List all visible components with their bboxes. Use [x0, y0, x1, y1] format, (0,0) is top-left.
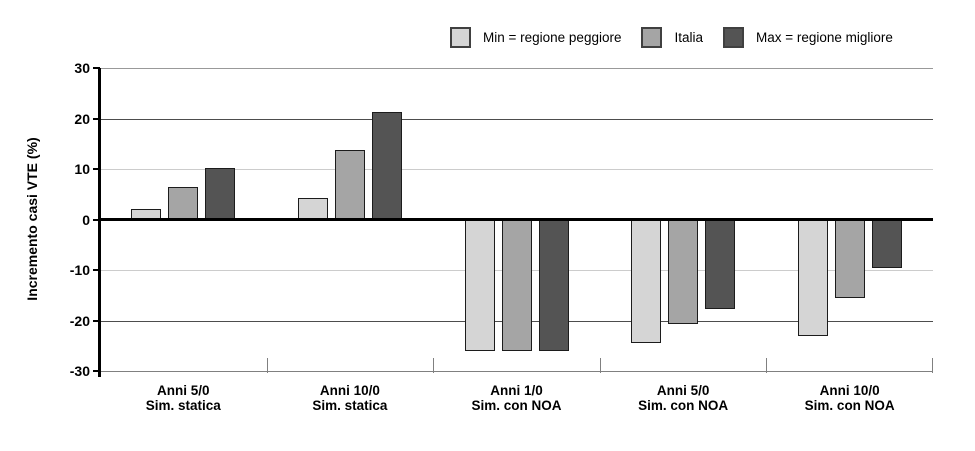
y-tick-mark	[93, 67, 100, 69]
category-tick	[932, 358, 933, 373]
y-tick-mark	[93, 370, 100, 372]
chart-legend: Min = regione peggiore Italia Max = region…	[450, 27, 893, 48]
zero-gridline	[100, 218, 933, 221]
x-category-label: Anni 10/0 Sim. statica	[267, 383, 434, 413]
bar-italia-cat5	[834, 219, 865, 298]
legend-item-min: Min = regione peggiore	[450, 27, 621, 48]
x-category-label: Anni 5/0 Sim. con NOA	[600, 383, 767, 413]
legend-swatch-icon	[723, 27, 744, 48]
y-axis-line	[98, 68, 101, 377]
category-tick	[599, 358, 601, 373]
bar-max-cat2	[371, 111, 402, 220]
y-tick-label: -10	[69, 262, 90, 278]
x-label-line1: Anni 10/0	[319, 383, 380, 398]
category-tick	[266, 358, 268, 373]
category-tick	[433, 358, 435, 373]
x-label-line2: Sim. statica	[312, 398, 388, 413]
legend-item-italia: Italia	[641, 27, 703, 48]
legend-label: Italia	[674, 30, 703, 45]
bar-min-cat3	[464, 219, 495, 351]
x-label-line1: Anni 1/0	[490, 383, 543, 398]
bar-italia-cat1	[168, 186, 199, 220]
gridline-30	[100, 68, 933, 69]
y-tick-label: 20	[74, 110, 90, 127]
bar-italia-cat4	[668, 219, 699, 325]
bar-min-cat4	[631, 219, 662, 344]
y-tick-label: -30	[69, 363, 90, 379]
x-category-label: Anni 5/0 Sim. statica	[100, 383, 267, 413]
bar-italia-cat2	[334, 150, 365, 220]
y-tick-label: -20	[69, 312, 90, 329]
x-category-label: Anni 1/0 Sim. con NOA	[433, 383, 600, 413]
legend-label: Min = regione peggiore	[483, 30, 622, 45]
bar-min-cat5	[797, 219, 828, 336]
x-label-line1: Anni 5/0	[157, 383, 210, 398]
y-tick-label: 10	[74, 161, 90, 177]
x-label-line1: Anni 10/0	[819, 383, 880, 398]
y-tick-mark	[93, 269, 100, 271]
y-tick-mark	[93, 218, 100, 221]
bar-max-cat5	[871, 219, 902, 269]
y-tick-label: 0	[82, 211, 90, 228]
gridline-20	[100, 118, 933, 120]
x-label-line1: Anni 5/0	[656, 383, 710, 398]
x-label-line2: Sim. con NOA	[804, 398, 895, 413]
bar-max-cat1	[205, 167, 236, 220]
legend-label: Max = regione migliore	[756, 30, 893, 45]
legend-swatch-icon	[641, 27, 663, 48]
x-label-line2: Sim. statica	[145, 398, 221, 413]
y-tick-mark	[93, 117, 100, 120]
bar-min-cat2	[297, 198, 328, 220]
y-tick-mark	[93, 319, 100, 322]
y-tick-label: 30	[74, 60, 90, 76]
y-axis-title: Incremento casi VTE (%)	[24, 137, 40, 301]
category-tick	[766, 358, 768, 373]
legend-swatch-icon	[450, 27, 471, 48]
gridline--30	[100, 371, 933, 372]
y-tick-mark	[93, 168, 100, 170]
x-category-label: Anni 10/0 Sim. con NOA	[766, 383, 933, 413]
gridline-10	[100, 169, 933, 170]
x-label-line2: Sim. con NOA	[638, 398, 729, 413]
bar-max-cat4	[705, 219, 736, 310]
x-label-line2: Sim. con NOA	[471, 398, 562, 413]
bar-max-cat3	[538, 219, 569, 351]
legend-item-max: Max = regione migliore	[723, 27, 893, 48]
bar-italia-cat3	[501, 219, 532, 351]
